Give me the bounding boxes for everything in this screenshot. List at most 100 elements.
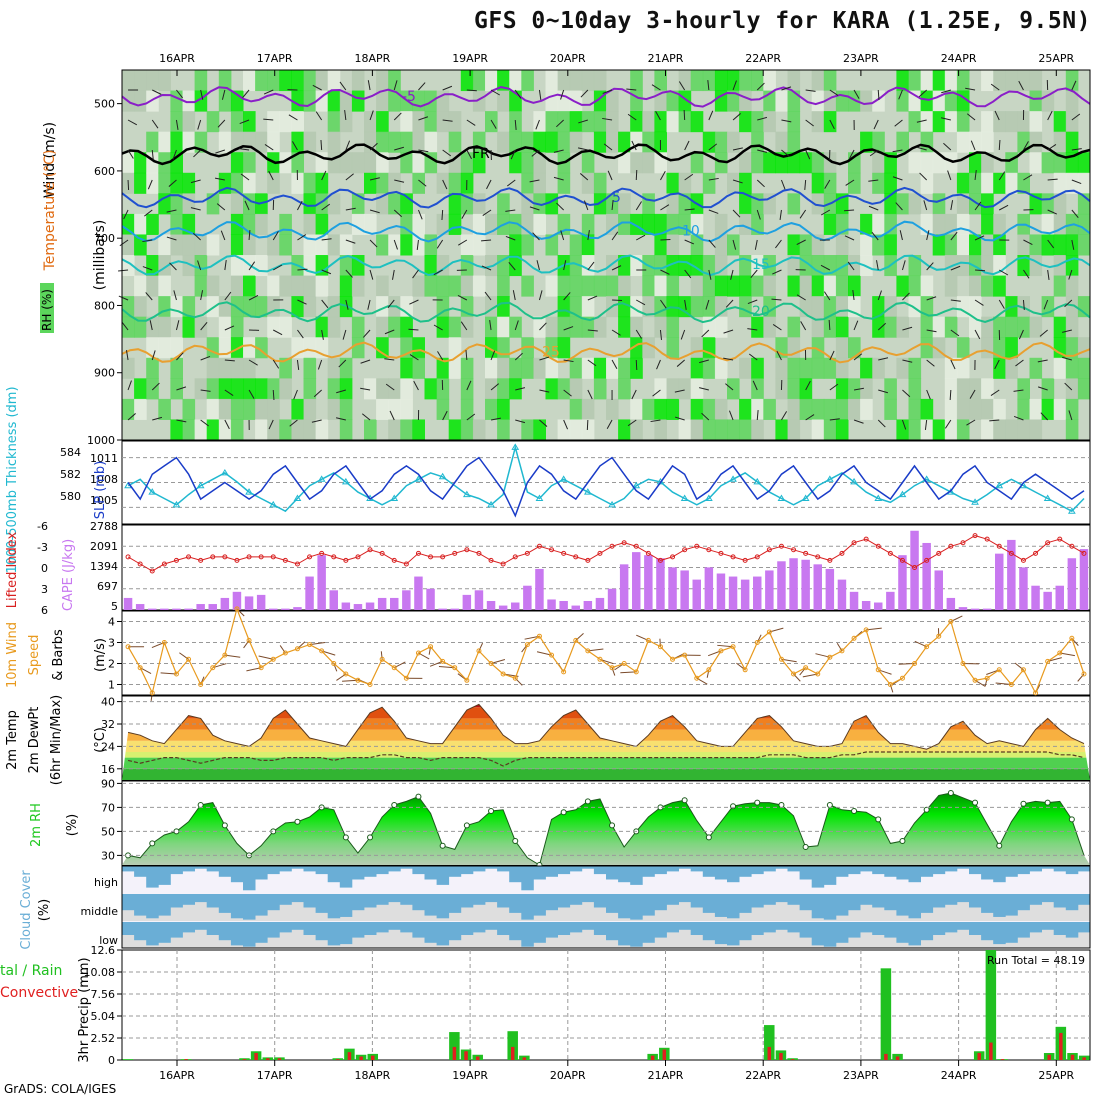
cloud-bar-high	[424, 866, 437, 880]
rh-shade-cell	[896, 90, 909, 112]
cloud-bar-low	[255, 922, 268, 943]
wind-barb	[1047, 239, 1055, 249]
wind-barb	[175, 119, 179, 130]
wind-speed-point	[415, 650, 421, 656]
rh-shade-cell	[969, 193, 982, 215]
wind-barb	[416, 239, 419, 250]
wind-barb	[805, 149, 811, 160]
rh-shade-cell	[787, 316, 801, 338]
rh-shade-cell	[182, 111, 196, 133]
rh-shade-cell	[206, 275, 220, 297]
wind-barb	[1071, 80, 1077, 91]
cloud-bar-middle	[218, 894, 232, 913]
surface-wind-barb	[342, 679, 358, 682]
wind-barb	[272, 359, 280, 369]
cape-bar	[172, 608, 181, 610]
lifted-index-point	[936, 550, 942, 556]
wind-barb	[433, 269, 443, 276]
rh-shade-cell	[1053, 111, 1067, 133]
cape-bar	[777, 561, 786, 610]
rh-shade-cell	[291, 111, 304, 133]
wind-barb	[436, 239, 444, 249]
wind-barb	[805, 414, 815, 421]
rh-shade-cell	[303, 419, 317, 441]
cape-bar	[438, 608, 447, 610]
wind-barb	[176, 89, 184, 99]
rh-shade-cell	[642, 193, 655, 215]
cloud-bar-middle	[206, 894, 220, 908]
rh-shade-cell	[642, 398, 655, 420]
rh-shade-cell	[376, 70, 389, 92]
wind-barb	[611, 265, 622, 271]
rh-shade-cell	[339, 275, 353, 297]
cloud-bar-low	[569, 922, 583, 933]
rh-shade-cell	[279, 234, 292, 256]
wind-barb	[457, 295, 468, 301]
rh-shade-cell	[206, 398, 220, 420]
rh-shade-cell	[206, 357, 220, 379]
cloud-bar-low	[690, 922, 704, 935]
cloud-bar-low	[182, 922, 195, 933]
cape-bar	[281, 608, 290, 610]
cloud-bar-low	[884, 922, 897, 938]
wind-barb	[321, 203, 331, 211]
wind-barb	[176, 386, 187, 391]
rh-shade-cell	[388, 378, 401, 400]
cloud-bar-low	[460, 922, 474, 935]
wind-barb	[829, 89, 839, 97]
wind-barb	[490, 383, 500, 391]
grads-credit: GrADS: COLA/IGES	[4, 1082, 117, 1096]
cloud-bar-middle	[230, 894, 244, 919]
rh-shade-cell	[1053, 357, 1067, 379]
rh-shade-cell	[1053, 193, 1067, 215]
bottom-date-label: 25APR	[1038, 1069, 1074, 1082]
wind-barb	[360, 387, 371, 391]
wind-barb	[466, 119, 476, 126]
rh-shade-cell	[243, 398, 256, 420]
rh-shade-cell	[678, 111, 692, 133]
rh-legend-swatch	[40, 283, 54, 333]
cloud-bar-middle	[267, 894, 280, 911]
cloud-bar-low	[606, 922, 619, 941]
rh-shade-cell	[811, 398, 825, 420]
rh-shade-cell	[581, 234, 595, 256]
wind-barb	[538, 290, 543, 301]
rh-shade-cell	[122, 398, 135, 420]
wind-speed-point	[827, 654, 833, 660]
wind-barb	[393, 239, 398, 250]
cloud-bar-high	[134, 866, 147, 877]
rh-shade-cell	[122, 234, 135, 256]
rh-tick-label: 30	[101, 849, 115, 862]
rh-shade-cell	[993, 357, 1006, 379]
rh-point	[730, 803, 737, 810]
rh-shade-cell	[690, 275, 704, 297]
wind-barb	[635, 201, 642, 211]
wind-barb	[272, 389, 275, 401]
cloud-bar-high	[303, 866, 316, 872]
rh-shade-cell	[618, 275, 631, 297]
rh-shade-cell	[376, 90, 389, 112]
bottom-date-label: 20APR	[550, 1069, 586, 1082]
rh-shade-cell	[1065, 111, 1079, 133]
wind-barb	[631, 389, 637, 400]
wind-speed-point	[500, 671, 506, 677]
wind-speed-point	[464, 677, 470, 683]
bottom-date-label: 21APR	[648, 1069, 684, 1082]
slp-tick-label: 1008	[90, 473, 118, 486]
lifted-index-point	[912, 565, 918, 570]
rh-shade-cell	[1029, 90, 1043, 112]
wind-barb	[1071, 209, 1079, 218]
surface-wind-barb	[1059, 652, 1075, 657]
cloud-bar-low	[727, 922, 740, 946]
rh-shade-cell	[218, 357, 232, 379]
cloud-bar-middle	[1029, 894, 1042, 905]
wind-barb	[125, 350, 129, 361]
rh-shade-cell	[714, 90, 728, 112]
rh-shade-cell	[509, 70, 522, 92]
wind-speed-point	[488, 661, 494, 666]
rh-shade-cell	[351, 70, 365, 92]
rh-shade-cell	[267, 398, 280, 420]
rh-point	[899, 838, 906, 844]
rh-shade-cell	[581, 419, 595, 441]
cape-bar	[632, 552, 641, 610]
